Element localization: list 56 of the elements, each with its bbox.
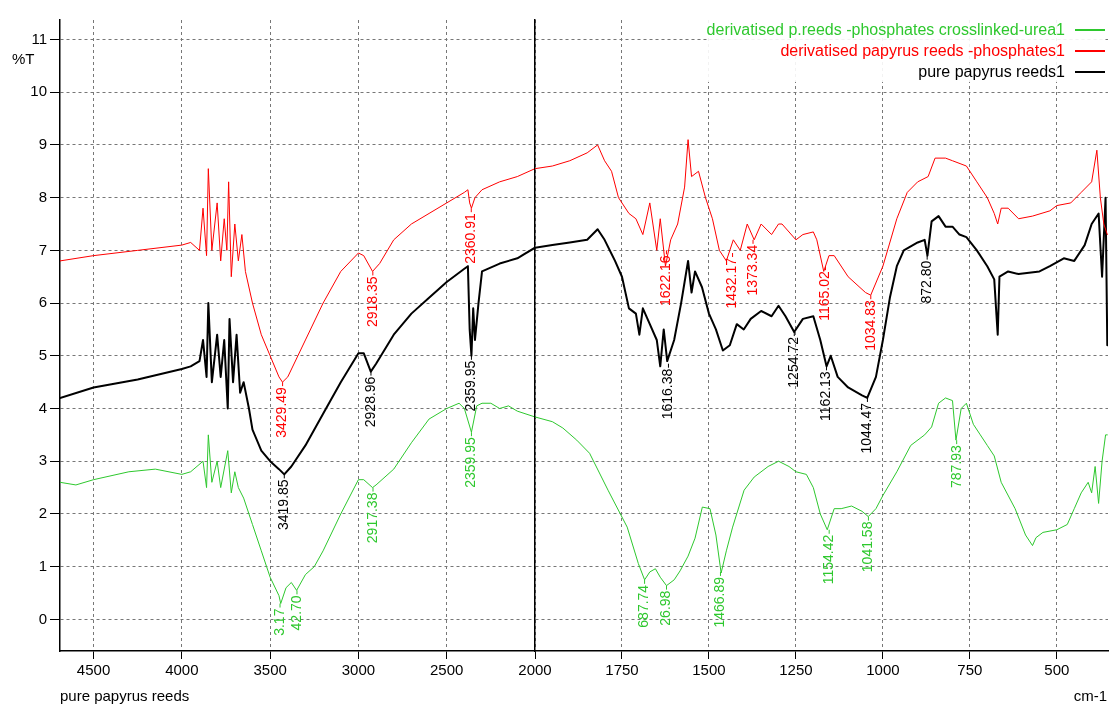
y-tick-label: 9 [38, 135, 47, 153]
annotation: 872.80 [918, 260, 935, 304]
y-tick-label: 0 [38, 609, 47, 627]
annotation: 687.74 [635, 584, 652, 628]
annotation: 1044.47 [858, 402, 875, 454]
annotation: 787.93 [947, 444, 964, 488]
x-tick-label: 500 [1044, 661, 1070, 679]
x-tick-label: 2500 [430, 661, 464, 679]
x-tick-label: 1000 [866, 661, 900, 679]
annotation: 1622.16 [657, 255, 674, 306]
y-tick-label: 8 [38, 187, 47, 205]
x-tick-label: 1250 [779, 661, 813, 679]
x-tick-label: 4500 [76, 661, 111, 679]
x-tick-label: 2000 [518, 661, 552, 679]
annotation: 1373.34 [743, 244, 760, 296]
y-axis-title: %T [12, 49, 35, 67]
legend-label: pure papyrus reeds1 [918, 62, 1065, 82]
annotation: 3429.49 [273, 386, 290, 438]
x-tick-label: 3000 [341, 661, 376, 679]
y-tick-label: 6 [38, 293, 47, 311]
y-tick-label: 10 [30, 82, 47, 100]
annotation: 1466.89 [711, 576, 728, 628]
y-tick-label: 2 [38, 504, 47, 522]
y-tick-label: 5 [38, 345, 47, 363]
legend-label: derivatised papyrus reeds -phosphates1 [780, 41, 1065, 61]
y-tick-label: 1 [38, 556, 47, 574]
x-axis-title: cm-1 [1073, 686, 1107, 704]
annotation: 2359.95 [462, 360, 479, 412]
annotation: 1034.83 [861, 299, 878, 351]
legend-label: derivatised p.reeds -phosphates crosslinked-urea1 [706, 20, 1065, 40]
annotation: 2917.38 [363, 492, 380, 544]
annotation: 1616.38 [659, 368, 676, 420]
annotation: 1432.17 [723, 257, 740, 309]
annotation: 1041.58 [859, 521, 876, 573]
annotation: 1162.13 [817, 371, 834, 421]
annotation: 1154.42 [820, 534, 837, 585]
y-tick-label: 3 [38, 451, 47, 469]
annotation: 42.70 [287, 595, 304, 631]
y-tick-label: 4 [38, 398, 47, 416]
text: pure papyrus reeds [60, 686, 190, 704]
annotation: 3419.85 [275, 479, 292, 531]
annotation: 2359.95 [462, 437, 479, 488]
annotation: 2928.96 [361, 376, 378, 428]
x-tick-label: 4000 [165, 661, 199, 679]
x-tick-label: 3500 [253, 661, 287, 679]
annotation: 26.98 [657, 590, 674, 626]
annotation: 2918.35 [363, 276, 380, 328]
annotation: 1165.02 [816, 270, 833, 321]
x-tick-label: 1500 [692, 661, 726, 679]
y-tick-label: 7 [38, 240, 47, 258]
annotation: 1254.72 [785, 336, 802, 388]
annotation: 2360.91 [462, 212, 479, 264]
x-tick-label: 750 [957, 661, 983, 679]
annotation: 3.17 [270, 608, 287, 636]
y-tick-label: 11 [31, 29, 47, 47]
x-tick-label: 1750 [605, 661, 639, 679]
